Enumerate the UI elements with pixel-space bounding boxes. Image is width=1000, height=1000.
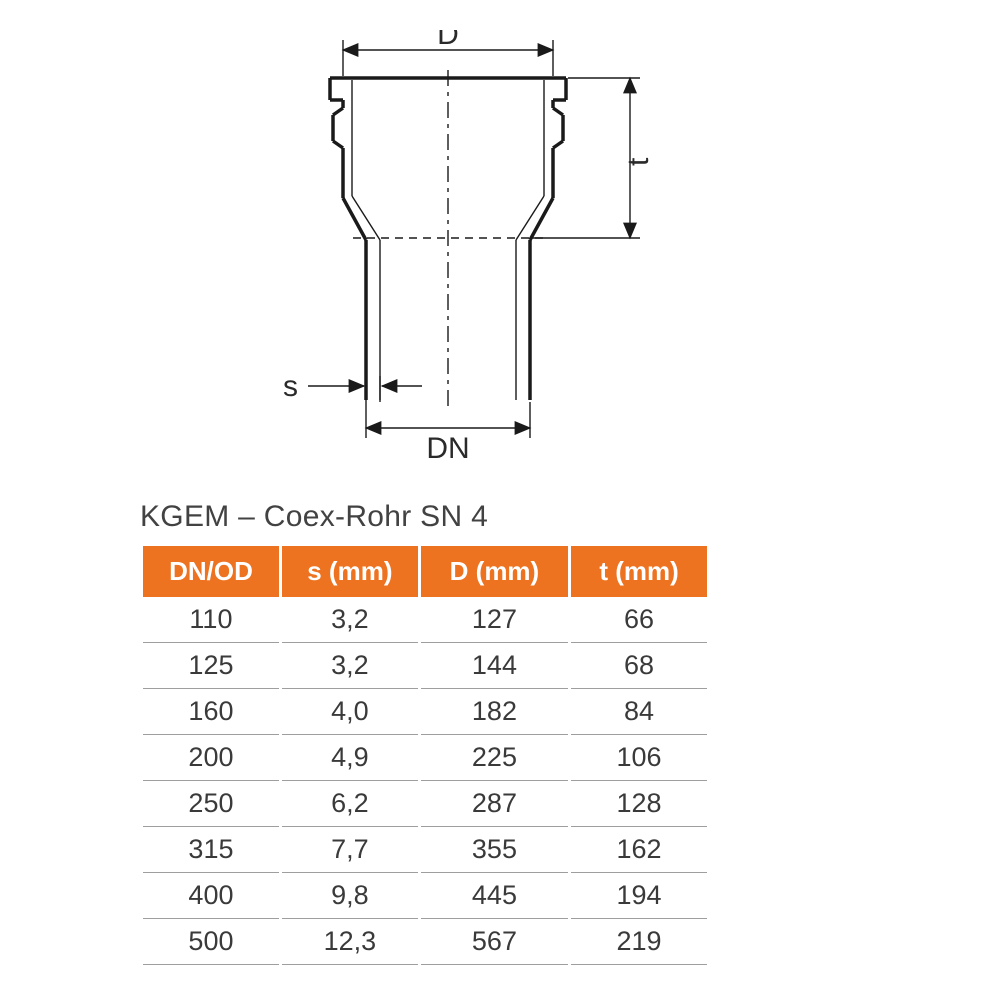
spec-table: DN/OD s (mm) D (mm) t (mm) 1103,21276612… — [140, 546, 710, 965]
table-header-row: DN/OD s (mm) D (mm) t (mm) — [143, 546, 707, 597]
table-cell: 194 — [571, 873, 707, 919]
table-cell: 250 — [143, 781, 279, 827]
table-row: 1604,018284 — [143, 689, 707, 735]
table-cell: 287 — [421, 781, 568, 827]
table-cell: 9,8 — [282, 873, 418, 919]
table-cell: 128 — [571, 781, 707, 827]
table-cell: 6,2 — [282, 781, 418, 827]
col-header: s (mm) — [282, 546, 418, 597]
col-header: t (mm) — [571, 546, 707, 597]
table-cell: 68 — [571, 643, 707, 689]
table-row: 3157,7355162 — [143, 827, 707, 873]
col-header: D (mm) — [421, 546, 568, 597]
table-row: 50012,3567219 — [143, 919, 707, 965]
table-cell: 7,7 — [282, 827, 418, 873]
table-cell: 125 — [143, 643, 279, 689]
pipe-diagram: D t s DN — [190, 30, 710, 460]
table-cell: 66 — [571, 597, 707, 643]
table-cell: 355 — [421, 827, 568, 873]
table-cell: 4,0 — [282, 689, 418, 735]
table-cell: 400 — [143, 873, 279, 919]
table-cell: 12,3 — [282, 919, 418, 965]
table-cell: 182 — [421, 689, 568, 735]
table-cell: 160 — [143, 689, 279, 735]
table-row: 2004,9225106 — [143, 735, 707, 781]
table-cell: 3,2 — [282, 597, 418, 643]
table-cell: 3,2 — [282, 643, 418, 689]
col-header: DN/OD — [143, 546, 279, 597]
table-cell: 200 — [143, 735, 279, 781]
table-row: 1253,214468 — [143, 643, 707, 689]
table-cell: 162 — [571, 827, 707, 873]
page-container: D t s DN KGEM – Coex-Rohr SN 4 DN/OD s (… — [0, 0, 1000, 1000]
table-cell: 225 — [421, 735, 568, 781]
table-row: 4009,8445194 — [143, 873, 707, 919]
dim-label-DN: DN — [426, 432, 469, 460]
table-title: KGEM – Coex-Rohr SN 4 — [140, 500, 488, 534]
table-body: 1103,2127661253,2144681604,0182842004,92… — [143, 597, 707, 965]
table-cell: 144 — [421, 643, 568, 689]
table-cell: 84 — [571, 689, 707, 735]
table-cell: 500 — [143, 919, 279, 965]
table-cell: 4,9 — [282, 735, 418, 781]
table-cell: 219 — [571, 919, 707, 965]
table-cell: 110 — [143, 597, 279, 643]
diagram-svg: D t s DN — [190, 30, 710, 460]
dim-label-D: D — [437, 30, 459, 51]
dim-label-t: t — [622, 157, 655, 166]
table-cell: 315 — [143, 827, 279, 873]
table-cell: 567 — [421, 919, 568, 965]
table-row: 1103,212766 — [143, 597, 707, 643]
table-cell: 127 — [421, 597, 568, 643]
table-cell: 445 — [421, 873, 568, 919]
table-row: 2506,2287128 — [143, 781, 707, 827]
table-cell: 106 — [571, 735, 707, 781]
dim-label-s: s — [283, 370, 298, 403]
